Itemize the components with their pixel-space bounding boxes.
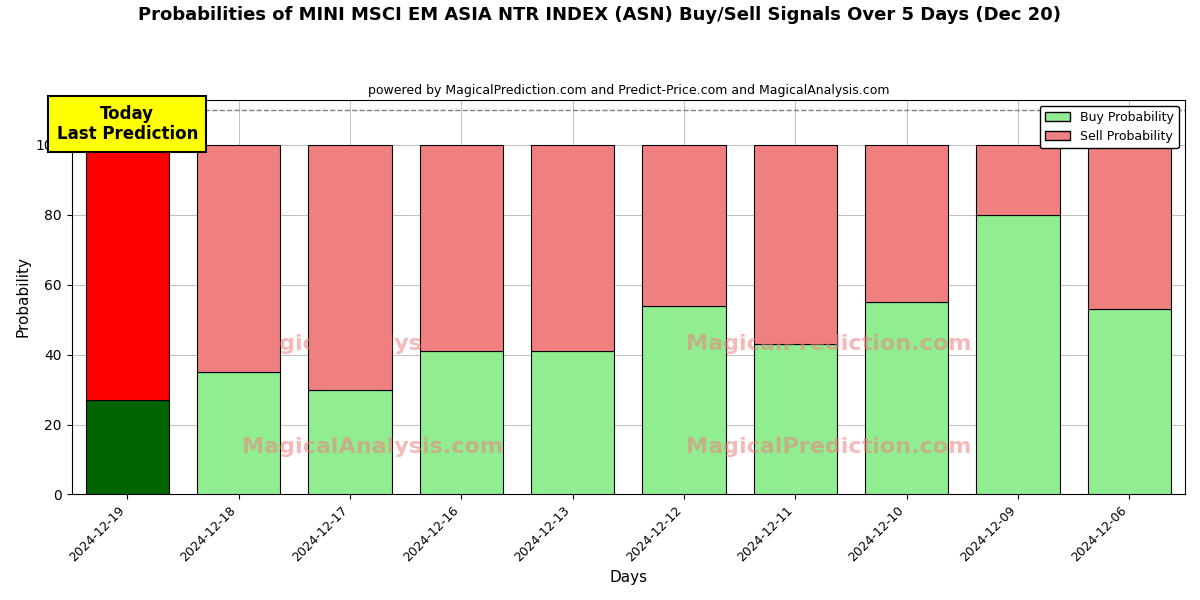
Title: powered by MagicalPrediction.com and Predict-Price.com and MagicalAnalysis.com: powered by MagicalPrediction.com and Pre…: [367, 84, 889, 97]
Legend: Buy Probability, Sell Probability: Buy Probability, Sell Probability: [1040, 106, 1178, 148]
Bar: [977, 145, 1060, 215]
Text: MagicalPrediction.com: MagicalPrediction.com: [686, 437, 972, 457]
Bar: [642, 306, 726, 494]
Bar: [754, 145, 838, 344]
Bar: [642, 145, 726, 306]
Bar: [865, 302, 948, 494]
X-axis label: Days: Days: [610, 570, 647, 585]
Bar: [530, 145, 614, 351]
Bar: [1087, 145, 1171, 309]
Bar: [977, 215, 1060, 494]
Bar: [420, 145, 503, 351]
Bar: [1087, 309, 1171, 494]
Bar: [530, 351, 614, 494]
Bar: [308, 145, 391, 389]
Bar: [420, 351, 503, 494]
Bar: [308, 389, 391, 494]
Text: MagicalAnalysis.com: MagicalAnalysis.com: [241, 334, 503, 355]
Bar: [85, 400, 169, 494]
Y-axis label: Probability: Probability: [16, 256, 30, 337]
Bar: [754, 344, 838, 494]
Text: Today
Last Prediction: Today Last Prediction: [56, 104, 198, 143]
Text: MagicalAnalysis.com: MagicalAnalysis.com: [241, 437, 503, 457]
Bar: [197, 145, 281, 372]
Bar: [865, 145, 948, 302]
Text: Probabilities of MINI MSCI EM ASIA NTR INDEX (ASN) Buy/Sell Signals Over 5 Days : Probabilities of MINI MSCI EM ASIA NTR I…: [138, 6, 1062, 24]
Bar: [85, 145, 169, 400]
Text: MagicalPrediction.com: MagicalPrediction.com: [686, 334, 972, 355]
Bar: [197, 372, 281, 494]
